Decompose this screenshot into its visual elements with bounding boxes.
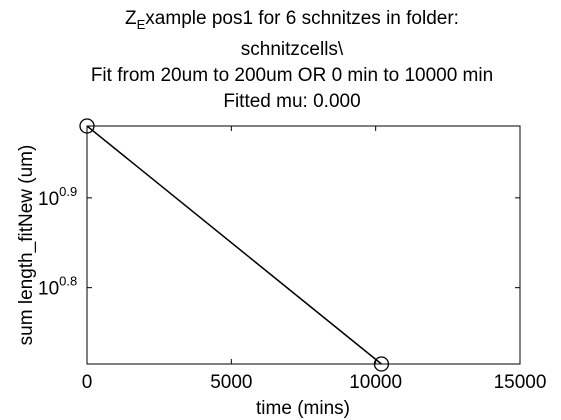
y-tick-label-base: 10 [38, 189, 59, 210]
x-ticks: 0 5000 10000 15000 [82, 126, 547, 393]
x-tick-label: 10000 [349, 372, 402, 393]
y-tick-label-base: 10 [38, 279, 59, 300]
title-line-2: schnitzcells\ [241, 39, 344, 60]
x-tick-label: 5000 [210, 372, 252, 393]
x-axis-label: time (mins) [256, 398, 350, 419]
y-tick-label: 100.8 [38, 274, 77, 300]
title-line-3: Fit from 20um to 200um OR 0 min to 10000… [91, 65, 493, 86]
y-tick-label: 100.9 [38, 184, 77, 210]
fit-line [86, 125, 382, 365]
plot-area [79, 118, 520, 372]
x-tick-label: 0 [82, 372, 93, 393]
title-line-1: ZExample pos1 for 6 schnitzes in folder: [125, 8, 459, 32]
y-tick-label-exponent: 0.8 [59, 274, 77, 289]
x-tick-label: 15000 [494, 372, 547, 393]
data-point-marker [373, 356, 390, 372]
y-axis-label: sum length_fitNew (um) [16, 145, 37, 346]
title-line-4: Fitted mu: 0.000 [223, 91, 360, 112]
y-tick-label-exponent: 0.9 [59, 184, 77, 199]
